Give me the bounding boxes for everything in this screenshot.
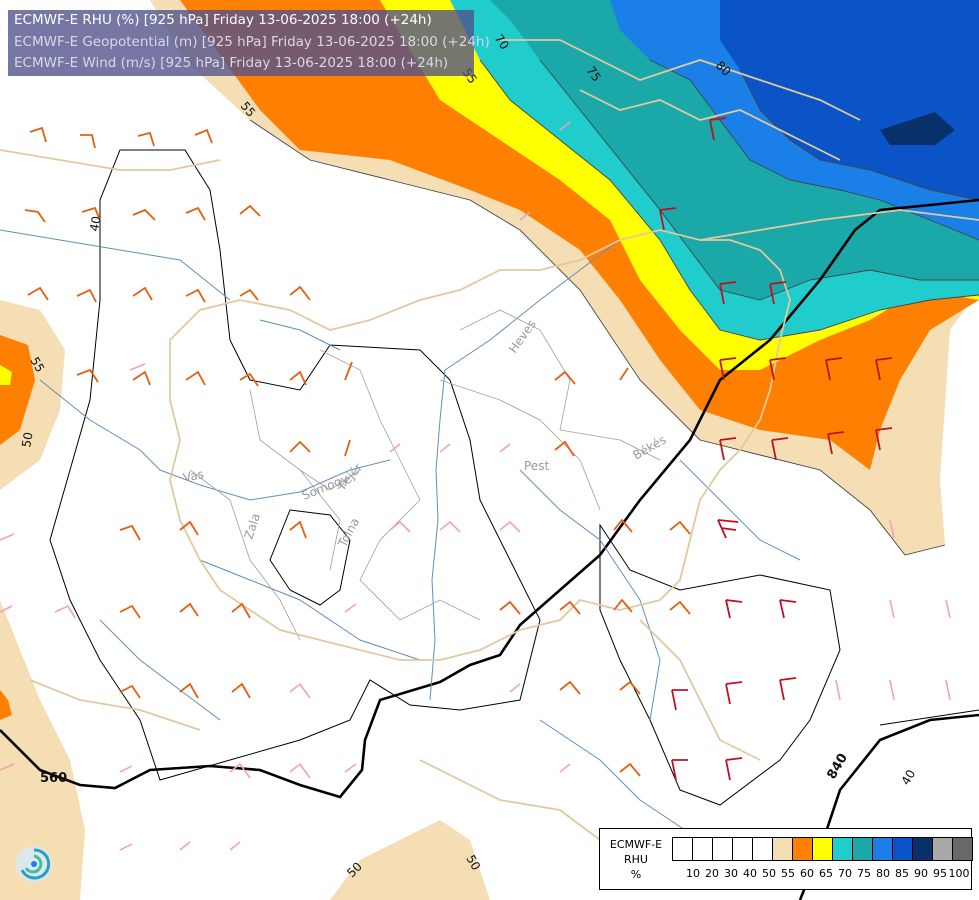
legend-tick-label: 90 xyxy=(914,867,928,880)
legend-swatch xyxy=(672,837,693,861)
legend-swatch xyxy=(832,837,853,861)
legend-tick-label: 85 xyxy=(895,867,909,880)
ecmwf-logo-icon xyxy=(16,846,52,882)
legend-swatch xyxy=(772,837,793,861)
rhu-band-55-sw xyxy=(0,600,85,900)
legend-swatch xyxy=(872,837,893,861)
isohume-label-50-west: 50 xyxy=(19,431,35,448)
rhu-legend: ECMWF-E RHU % 10 20 30 40 50 55 60 65 70 75 80 85 90… xyxy=(599,828,973,890)
legend-tick-label: 70 xyxy=(838,867,852,880)
legend-swatch xyxy=(692,837,713,861)
geopotential-label-560: 560 xyxy=(40,771,67,786)
legend-swatch xyxy=(752,837,773,861)
region-label-tolna: Tolna xyxy=(335,516,362,551)
legend-title-line-1: ECMWF-E xyxy=(609,838,663,851)
legend-tick-label: 20 xyxy=(705,867,719,880)
geopotential-label-40: 40 xyxy=(898,767,918,787)
country-border xyxy=(0,39,979,841)
legend-tick-label: 60 xyxy=(800,867,814,880)
legend-swatch xyxy=(952,837,973,861)
rhu-band-55-south xyxy=(330,820,490,900)
wind-barbs-orange xyxy=(24,126,691,777)
isohume-label-50-southeast: 50 xyxy=(463,853,483,873)
legend-swatch xyxy=(932,837,953,861)
legend-swatch xyxy=(912,837,933,861)
legend-tick-label: 50 xyxy=(762,867,776,880)
legend-color-scale xyxy=(672,837,973,861)
legend-tick-label: 80 xyxy=(876,867,890,880)
rhu-band-60-sw xyxy=(0,690,12,720)
legend-tick-label: 75 xyxy=(857,867,871,880)
legend-tick-label: 40 xyxy=(743,867,757,880)
legend-swatch xyxy=(792,837,813,861)
legend-tick-label: 10 xyxy=(686,867,700,880)
title-box xyxy=(8,10,474,76)
legend-title-line-3: % xyxy=(630,868,642,881)
geopotential-label-840: 840 xyxy=(824,751,851,782)
wind-barbs-pink xyxy=(0,121,951,851)
legend-title-line-2: RHU xyxy=(624,853,648,866)
title-geopotential: ECMWF-E Geopotential (m) [925 hPa] Frida… xyxy=(14,34,490,50)
region-label-pest: Pest xyxy=(524,459,549,473)
county-borders xyxy=(189,309,661,641)
rhu-band-90 xyxy=(880,112,955,145)
legend-swatch xyxy=(712,837,733,861)
isohume-label-55-west: 55 xyxy=(27,355,47,375)
legend-tick-label: 100 xyxy=(948,867,970,880)
title-wind: ECMWF-E Wind (m/s) [925 hPa] Friday 13-0… xyxy=(14,55,449,71)
isohume-label-40-west: 40 xyxy=(87,215,103,232)
legend-swatch xyxy=(852,837,873,861)
wind-barbs-red xyxy=(659,117,893,781)
region-labels: Vas Zala Somogy Fejér Tolna Pest Heves B… xyxy=(182,317,669,550)
region-label-vas: Vas xyxy=(182,467,205,485)
legend-title: ECMWF-E RHU % xyxy=(604,837,668,882)
legend-tick-label: 30 xyxy=(724,867,738,880)
legend-swatch xyxy=(732,837,753,861)
rhu-band-65-west xyxy=(0,365,12,385)
region-label-fejer: Fejér xyxy=(336,460,366,491)
legend-tick-label: 95 xyxy=(933,867,947,880)
region-label-bekes: Békés xyxy=(631,433,669,463)
legend-tick-label: 55 xyxy=(781,867,795,880)
legend-tick-label: 65 xyxy=(819,867,833,880)
legend-swatch xyxy=(812,837,833,861)
title-rhu: ECMWF-E RHU (%) [925 hPa] Friday 13-06-2… xyxy=(14,12,432,28)
rhu-band-85 xyxy=(720,0,979,200)
isohume-lines xyxy=(249,59,979,556)
legend-swatch xyxy=(892,837,913,861)
rhu-band-60-west xyxy=(0,335,35,445)
region-label-zala: Zala xyxy=(242,512,263,541)
